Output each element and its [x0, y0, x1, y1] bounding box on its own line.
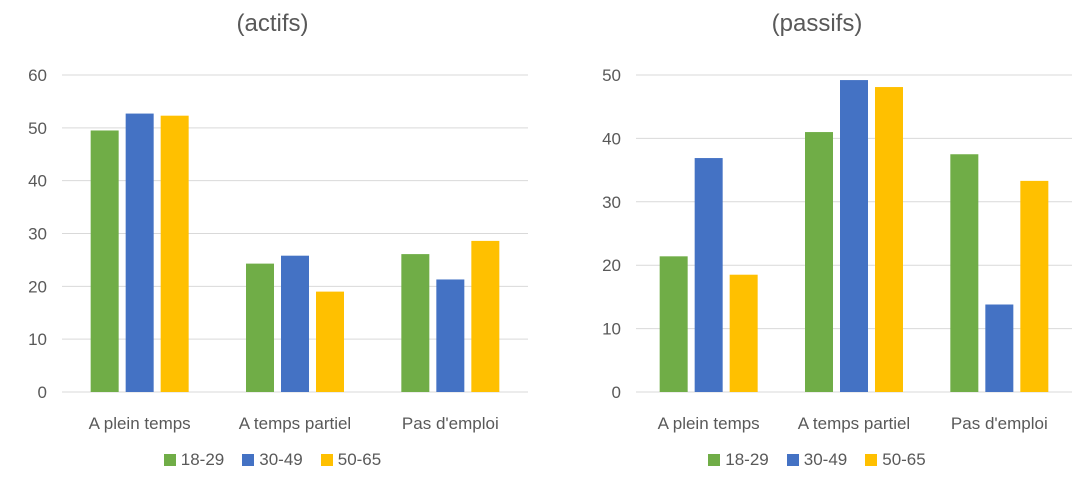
bar-50-65: [875, 87, 903, 393]
bar-30-49: [985, 304, 1014, 392]
bar-30-49: [436, 279, 465, 392]
legend-item-30-49: 30-49: [242, 450, 303, 470]
legend-swatch: [320, 454, 333, 466]
x-category-label: Pas d'emploi: [402, 414, 499, 433]
legend-label: 50-65: [337, 450, 382, 469]
bar-18-29: [805, 132, 833, 392]
legend-item-30-49: 30-49: [786, 450, 848, 470]
y-tick-label: 40: [602, 129, 621, 148]
y-tick-label: 50: [28, 119, 47, 138]
x-category-label: A temps partiel: [798, 414, 910, 433]
bar-18-29: [950, 154, 979, 392]
y-tick-label: 0: [612, 383, 621, 402]
bar-50-65: [471, 240, 500, 392]
legend-swatch: [865, 454, 878, 466]
y-tick-label: 10: [602, 320, 621, 339]
legend-label: 30-49: [803, 450, 848, 469]
chart-title: (actifs): [236, 10, 309, 37]
chart-title: (passifs): [771, 10, 863, 37]
bar-50-65: [316, 291, 344, 392]
bar-18-29: [659, 256, 688, 392]
bar-18-29: [90, 130, 119, 392]
x-category-label: A plein temps: [89, 414, 191, 433]
legend-label: 50-65: [882, 450, 926, 469]
y-tick-label: 30: [602, 193, 621, 212]
bar-18-29: [401, 254, 430, 392]
x-category-label: A temps partiel: [239, 414, 351, 433]
legend-item-50-65: 50-65: [865, 450, 926, 470]
chart-panel-passifs: (passifs) 0 10 20 30 40 50 A plein temps A temp…: [545, 0, 1089, 491]
legend-item-50-65: 50-65: [320, 450, 382, 470]
bar-50-65: [729, 274, 758, 392]
legend-swatch: [242, 454, 255, 466]
bar-30-49: [281, 255, 309, 392]
bar-chart-passifs: 0 10 20 30 40 50 A plein temps A temps partiel P…: [602, 66, 1072, 433]
x-category-label: A plein temps: [658, 414, 760, 433]
y-tick-label: 30: [28, 225, 47, 244]
y-tick-label: 20: [28, 277, 47, 296]
bar-30-49: [125, 113, 154, 393]
legend-swatch: [786, 454, 799, 466]
chart-legend: 18-29 30-49 50-65: [545, 450, 1089, 470]
chart-panel-actifs: (actifs) 0 10 20 30 40 50 60 A plein temps A tem…: [0, 10, 545, 470]
x-category-label: Pas d'emploi: [951, 414, 1048, 433]
y-tick-label: 50: [602, 66, 621, 85]
y-tick-label: 10: [28, 330, 47, 349]
y-tick-label: 0: [38, 383, 47, 402]
y-tick-label: 20: [602, 256, 621, 275]
legend-label: 30-49: [259, 450, 303, 469]
bar-30-49: [694, 158, 723, 392]
bar-50-65: [160, 115, 189, 392]
bar-50-65: [1020, 180, 1049, 392]
y-tick-label: 60: [28, 66, 47, 85]
bar-chart-actifs: 0 10 20 30 40 50 60 A plein temps A temps partie…: [28, 66, 528, 433]
legend-label: 18-29: [180, 450, 225, 469]
y-tick-label: 40: [28, 172, 47, 191]
legend-item-18-29: 18-29: [708, 450, 769, 470]
legend-swatch: [708, 454, 721, 466]
legend-item-18-29: 18-29: [163, 450, 225, 470]
legend-swatch: [163, 454, 176, 466]
bar-30-49: [840, 80, 868, 393]
bar-18-29: [246, 263, 274, 392]
chart-legend: 18-29 30-49 50-65: [0, 450, 545, 470]
legend-label: 18-29: [725, 450, 769, 469]
